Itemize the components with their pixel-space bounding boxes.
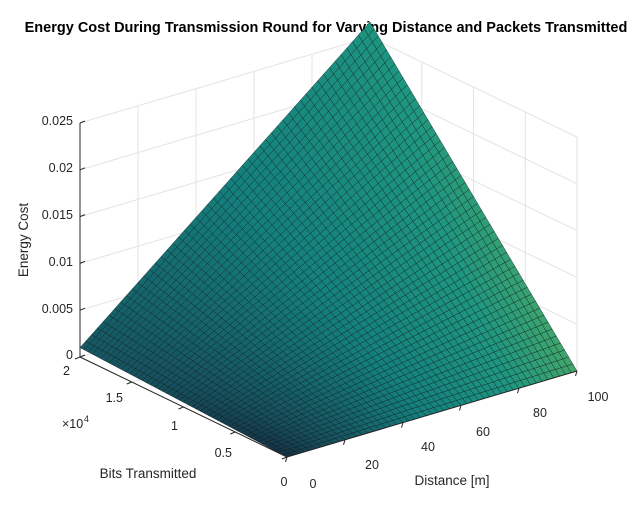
y-axis-exponent: ×10 4 — [62, 414, 89, 431]
y-tick-label-2: 1 — [171, 419, 178, 433]
x-tick-label-4: 80 — [533, 406, 547, 420]
y-tick-label-0: 0 — [281, 475, 288, 489]
x-tick-label-3: 60 — [476, 425, 490, 439]
z-tick-label-4: 0.02 — [49, 161, 73, 175]
y-axis-label: Bits Transmitted — [100, 466, 197, 481]
y-tick-label-3: 1.5 — [106, 391, 123, 405]
z-tick-label-0: 0 — [66, 348, 73, 362]
z-tick-4 — [79, 167, 86, 171]
z-tick-5 — [79, 120, 86, 124]
tick-marks — [74, 120, 578, 463]
z-tick-labels: 0 0.005 0.01 0.015 0.02 0.025 — [42, 114, 73, 362]
y-tick-2 — [178, 406, 184, 410]
z-tick-label-5: 0.025 — [42, 114, 73, 128]
x-axis-line — [286, 370, 578, 458]
x-axis-label: Distance [m] — [414, 473, 489, 488]
x-tick-labels: 0 20 40 60 80 100 — [310, 390, 609, 491]
y-exponent-power: 4 — [84, 414, 89, 424]
y-tick-0 — [281, 456, 288, 460]
x-tick-5 — [575, 370, 578, 377]
surface-mesh — [79, 21, 578, 458]
y-tick-labels: 0 0.5 1 1.5 2 — [63, 364, 287, 489]
x-tick-label-1: 20 — [365, 458, 379, 472]
y-tick-4 — [74, 356, 81, 360]
chart-title: Energy Cost During Transmission Round fo… — [25, 20, 628, 36]
x-tick-1 — [343, 439, 346, 445]
x-tick-2 — [401, 422, 404, 428]
x-tick-3 — [459, 405, 462, 411]
z-tick-0 — [79, 354, 86, 358]
x-tick-label-5: 100 — [588, 390, 609, 404]
x-tick-label-2: 40 — [421, 440, 435, 454]
z-axis-label: Energy Cost — [16, 203, 31, 278]
x-tick-label-0: 0 — [310, 477, 317, 491]
z-tick-label-3: 0.015 — [42, 208, 73, 222]
x-tick-4 — [517, 388, 520, 394]
z-tick-label-1: 0.005 — [42, 302, 73, 316]
x-tick-0 — [285, 456, 288, 463]
z-tick-1 — [79, 307, 86, 311]
y-exponent-base: ×10 — [62, 417, 83, 431]
z-tick-2 — [79, 260, 86, 264]
y-tick-1 — [230, 431, 236, 435]
z-tick-label-2: 0.01 — [49, 255, 73, 269]
y-tick-label-1: 0.5 — [215, 446, 232, 460]
y-tick-3 — [126, 381, 132, 385]
y-tick-label-4: 2 — [63, 364, 70, 378]
z-tick-3 — [79, 214, 86, 218]
